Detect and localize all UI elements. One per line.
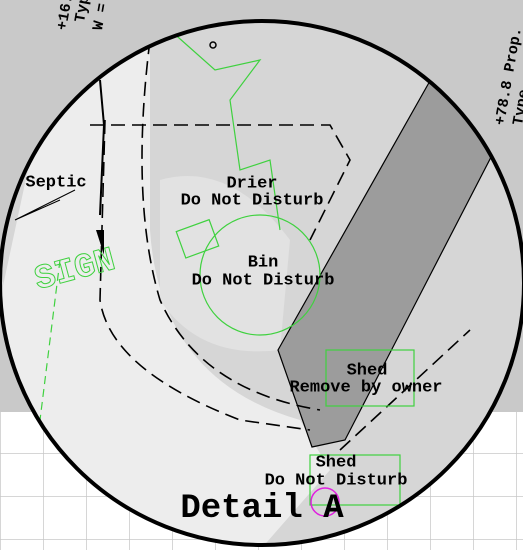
shed-note: Remove by owner (289, 378, 442, 397)
drier-note: Do Not Disturb (181, 191, 324, 210)
bin-note: Do Not Disturb (192, 271, 335, 290)
shed-note: Do Not Disturb (265, 471, 408, 490)
septic-label: Septic (25, 173, 86, 192)
bin-label: Bin (248, 253, 279, 272)
detail-drawing: +16.0 Type W = +78.8 Prop. Type SIGN Sep… (0, 0, 523, 550)
detail-title: Detail A (180, 490, 344, 528)
shed-label: Shed (316, 453, 357, 472)
